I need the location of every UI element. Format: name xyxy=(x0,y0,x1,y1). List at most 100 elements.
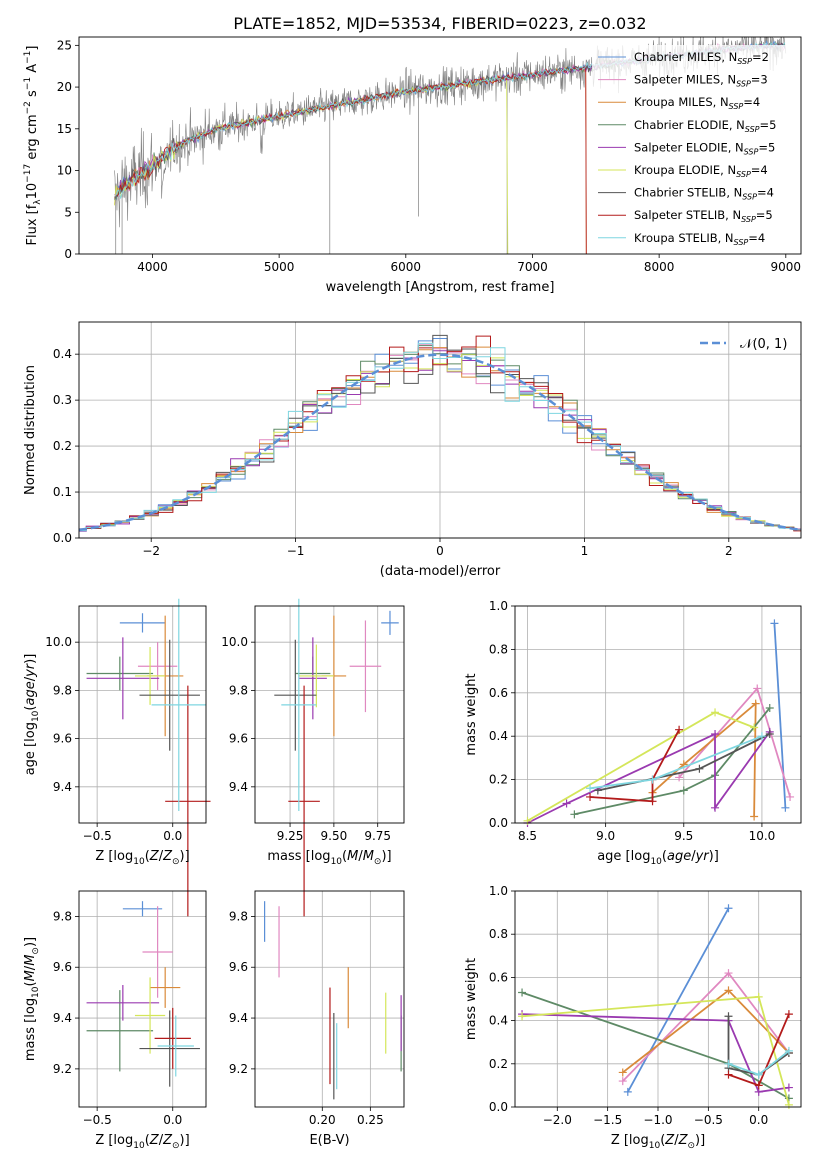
weight-marker xyxy=(724,1070,733,1079)
weight-marker xyxy=(784,1010,793,1019)
legend-label: Chabrier MILES, NSSP=2 xyxy=(634,50,769,66)
weight-marker xyxy=(765,730,774,739)
y-tick-label: 0.4 xyxy=(489,729,508,743)
x-tick-label: −0.5 xyxy=(694,1113,723,1127)
y-tick-label: 0.8 xyxy=(489,642,508,656)
spectrum-ylabel: Flux [fλ10−17 erg cm−2 s−1 A−1] xyxy=(23,46,43,246)
legend-label: Salpeter MILES, NSSP=3 xyxy=(634,73,768,89)
y-tick-label: 9.4 xyxy=(53,780,72,794)
mass_vs_Z-xlabel: Z [log10(Z/Z⊙)] xyxy=(95,1133,189,1151)
weight-marker xyxy=(770,619,779,628)
y-tick-label: 9.4 xyxy=(229,780,248,794)
y-tick-label: 10.0 xyxy=(221,635,248,649)
weight-marker xyxy=(784,1046,793,1055)
y-tick-label: 0.0 xyxy=(489,1100,508,1114)
weight-line xyxy=(622,989,790,1074)
y-tick-label: 1.0 xyxy=(489,884,508,898)
y-tick-label: 9.4 xyxy=(229,1011,248,1025)
age_vs_mass-frame xyxy=(254,605,405,824)
weight_vs_age-series xyxy=(523,619,795,827)
y-tick-label: 9.8 xyxy=(229,683,248,697)
x-tick-label: −1.5 xyxy=(593,1113,622,1127)
x-tick-label: 10.0 xyxy=(749,829,776,843)
weight_vs_age-axes: 8.5 9.0 9.5 10.0 0.0 0.2 0.4 0.6 0.8 1.0 xyxy=(489,599,801,843)
y-tick-label: 0 xyxy=(64,247,72,261)
weight-marker xyxy=(757,732,766,741)
x-tick-label: 0.20 xyxy=(309,1113,336,1127)
age_vs_Z-points xyxy=(86,598,211,918)
age_vs_Z-frame xyxy=(78,605,207,824)
weight-line xyxy=(521,1013,790,1093)
residuals-axes: −2 −1 0 1 2 0.0 0.1 0.2 0.3 0.4 xyxy=(53,322,801,558)
x-tick-label: 6000 xyxy=(391,260,422,274)
y-tick-label: 0.6 xyxy=(489,686,508,700)
weight_vs_Z-frame xyxy=(514,890,802,1108)
y-tick-label: 9.6 xyxy=(229,960,248,974)
x-tick-label: −2 xyxy=(142,544,160,558)
weight-marker xyxy=(648,797,657,806)
weight-line xyxy=(527,731,771,824)
weight_vs_Z-xlabel: Z [log10(Z/Z⊙)] xyxy=(611,1133,705,1151)
legend-label: Chabrier ELODIE, NSSP=5 xyxy=(634,118,776,134)
y-tick-label: 9.6 xyxy=(53,732,72,746)
legend-label: Salpeter STELIB, NSSP=5 xyxy=(634,208,773,224)
x-tick-label: 0.0 xyxy=(163,1113,182,1127)
residual-histogram xyxy=(79,345,801,531)
y-tick-label: 0.0 xyxy=(53,531,72,545)
weight-line xyxy=(773,623,787,808)
y-tick-label: 5 xyxy=(64,205,72,219)
age_vs_Z-ylabel: age [log10(age/yr)] xyxy=(23,654,41,776)
weight-marker xyxy=(523,816,532,825)
model-spectrum xyxy=(114,65,587,254)
legend-label: Kroupa ELODIE, NSSP=4 xyxy=(634,163,768,179)
x-tick-label: 8.5 xyxy=(518,829,537,843)
weight-marker xyxy=(724,1059,733,1068)
x-tick-label: 0 xyxy=(436,544,444,558)
weight-marker xyxy=(751,699,760,708)
residuals-frame xyxy=(78,321,802,539)
weight-marker xyxy=(518,988,527,997)
mass_vs_Z-axes: −0.5 0.0 9.2 9.4 9.6 9.8 xyxy=(53,891,206,1127)
y-tick-label: 0.0 xyxy=(489,816,508,830)
y-tick-label: 10 xyxy=(57,164,72,178)
x-tick-label: 2 xyxy=(725,544,733,558)
y-tick-label: 9.8 xyxy=(229,909,248,923)
weight-line xyxy=(651,701,757,817)
y-tick-label: 10.0 xyxy=(45,635,72,649)
weight-marker xyxy=(750,812,759,821)
y-tick-label: 0.3 xyxy=(53,393,72,407)
y-tick-label: 0.2 xyxy=(489,773,508,787)
mass_vs_ebv-xlabel: E(B-V) xyxy=(309,1133,349,1148)
y-tick-label: 25 xyxy=(57,38,72,52)
x-tick-label: −2.0 xyxy=(543,1113,572,1127)
weight-marker xyxy=(750,723,759,732)
y-tick-label: 9.6 xyxy=(229,732,248,746)
x-tick-label: 5000 xyxy=(264,260,295,274)
y-tick-label: 20 xyxy=(57,80,72,94)
y-tick-label: 9.2 xyxy=(229,1062,248,1076)
weight_vs_age-grid xyxy=(515,605,801,824)
x-tick-label: −0.5 xyxy=(83,829,112,843)
weight_vs_Z-ylabel: mass weight xyxy=(464,958,479,1040)
x-tick-label: −1.0 xyxy=(643,1113,672,1127)
y-tick-label: 9.2 xyxy=(53,1062,72,1076)
weight-line xyxy=(521,995,790,1106)
spectrum-axes: 4000 5000 6000 7000 8000 9000 0 5 10 15 20 25 xyxy=(57,38,801,274)
y-tick-label: 9.8 xyxy=(53,683,72,697)
weight-marker xyxy=(586,784,595,793)
age_vs_Z-xlabel: Z [log10(Z/Z⊙)] xyxy=(95,849,189,867)
x-tick-label: 0.0 xyxy=(163,829,182,843)
residuals-ylabel: Normed distribution xyxy=(23,365,38,495)
weight-marker xyxy=(754,1070,763,1079)
weight-marker xyxy=(781,803,790,812)
weight-marker xyxy=(724,1012,733,1021)
x-tick-label: −1 xyxy=(287,544,305,558)
weight-line xyxy=(627,907,730,1093)
weight-marker xyxy=(711,730,720,739)
spectrum-legend: Chabrier MILES, NSSP=2 Salpeter MILES, NS… xyxy=(592,45,797,250)
x-tick-label: 9.25 xyxy=(277,829,304,843)
y-tick-label: 9.8 xyxy=(53,909,72,923)
weight-marker xyxy=(648,775,657,784)
weight-marker xyxy=(618,1077,627,1086)
spectrum-xlabel: wavelength [Angstrom, rest frame] xyxy=(326,280,555,295)
